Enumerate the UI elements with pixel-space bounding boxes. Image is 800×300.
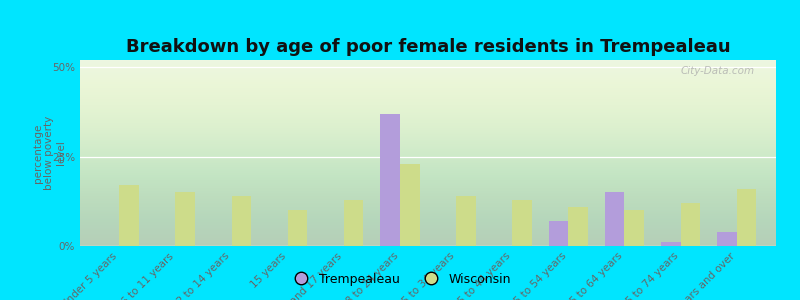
Title: Breakdown by age of poor female residents in Trempealeau: Breakdown by age of poor female resident…: [126, 38, 730, 56]
Bar: [288, 210, 307, 246]
Bar: [737, 189, 756, 246]
Bar: [119, 185, 139, 246]
Y-axis label: percentage
below poverty
level: percentage below poverty level: [33, 116, 66, 190]
Bar: [549, 221, 568, 246]
Text: City-Data.com: City-Data.com: [681, 66, 755, 76]
Bar: [568, 207, 588, 246]
Legend: Trempealeau, Wisconsin: Trempealeau, Wisconsin: [284, 268, 516, 291]
Bar: [605, 192, 625, 246]
Bar: [400, 164, 419, 246]
Bar: [512, 200, 532, 246]
Bar: [625, 210, 644, 246]
Bar: [380, 114, 400, 246]
Bar: [175, 192, 195, 246]
Bar: [344, 200, 363, 246]
Bar: [717, 232, 737, 246]
Bar: [661, 242, 681, 246]
Bar: [681, 203, 700, 246]
Bar: [231, 196, 251, 246]
Bar: [456, 196, 476, 246]
